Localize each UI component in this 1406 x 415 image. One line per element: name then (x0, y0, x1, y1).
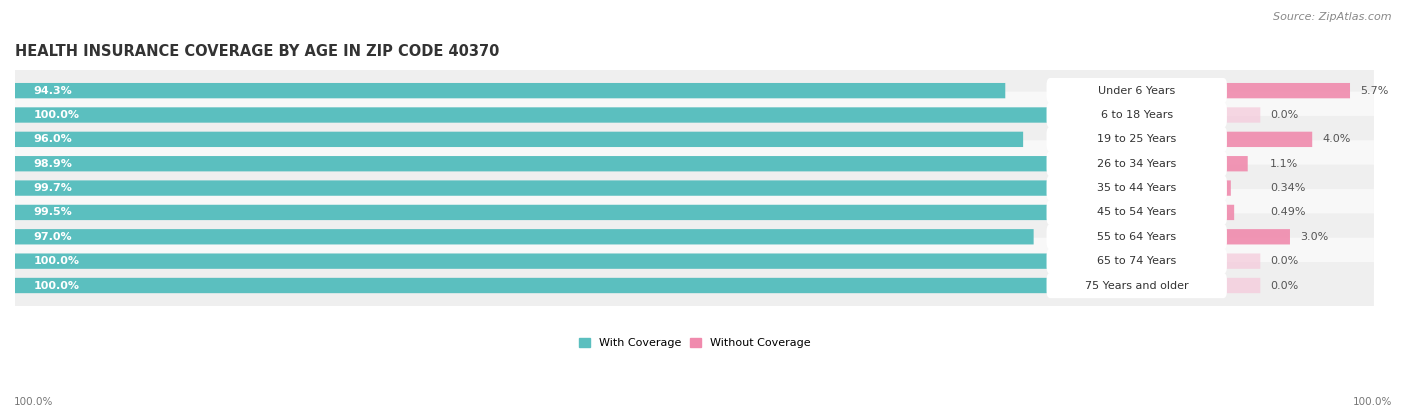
Text: 0.49%: 0.49% (1270, 208, 1306, 217)
Text: 3.0%: 3.0% (1299, 232, 1329, 242)
Text: Under 6 Years: Under 6 Years (1098, 85, 1175, 95)
Text: 65 to 74 Years: 65 to 74 Years (1097, 256, 1177, 266)
Text: 96.0%: 96.0% (34, 134, 72, 144)
Text: 6 to 18 Years: 6 to 18 Years (1101, 110, 1173, 120)
FancyBboxPatch shape (15, 165, 1374, 212)
FancyBboxPatch shape (1223, 156, 1247, 171)
FancyBboxPatch shape (15, 107, 1066, 123)
FancyBboxPatch shape (1046, 200, 1227, 225)
FancyBboxPatch shape (1046, 151, 1227, 176)
Text: 4.0%: 4.0% (1322, 134, 1350, 144)
Text: 26 to 34 Years: 26 to 34 Years (1097, 159, 1177, 169)
FancyBboxPatch shape (15, 83, 1005, 98)
Text: 0.0%: 0.0% (1270, 110, 1298, 120)
FancyBboxPatch shape (15, 181, 1062, 196)
Text: 97.0%: 97.0% (34, 232, 72, 242)
Text: 99.5%: 99.5% (34, 208, 72, 217)
FancyBboxPatch shape (15, 189, 1374, 236)
Text: 94.3%: 94.3% (34, 85, 72, 95)
FancyBboxPatch shape (15, 254, 1066, 269)
Text: 45 to 54 Years: 45 to 54 Years (1097, 208, 1177, 217)
FancyBboxPatch shape (15, 156, 1053, 171)
Text: 0.0%: 0.0% (1270, 281, 1298, 290)
FancyBboxPatch shape (15, 92, 1374, 139)
FancyBboxPatch shape (15, 238, 1374, 285)
Text: 98.9%: 98.9% (34, 159, 72, 169)
FancyBboxPatch shape (15, 262, 1374, 309)
Text: Source: ZipAtlas.com: Source: ZipAtlas.com (1274, 12, 1392, 22)
FancyBboxPatch shape (15, 116, 1374, 163)
Text: 0.0%: 0.0% (1270, 256, 1298, 266)
FancyBboxPatch shape (1046, 249, 1227, 274)
Text: 100.0%: 100.0% (14, 397, 53, 407)
FancyBboxPatch shape (15, 229, 1033, 244)
FancyBboxPatch shape (15, 67, 1374, 114)
Text: 35 to 44 Years: 35 to 44 Years (1097, 183, 1177, 193)
Text: 100.0%: 100.0% (34, 281, 80, 290)
FancyBboxPatch shape (1223, 229, 1289, 244)
FancyBboxPatch shape (15, 140, 1374, 187)
Legend: With Coverage, Without Coverage: With Coverage, Without Coverage (574, 333, 815, 353)
Text: 0.34%: 0.34% (1270, 183, 1306, 193)
FancyBboxPatch shape (15, 132, 1024, 147)
FancyBboxPatch shape (1046, 127, 1227, 152)
Text: 100.0%: 100.0% (34, 110, 80, 120)
FancyBboxPatch shape (1223, 83, 1350, 98)
Text: 19 to 25 Years: 19 to 25 Years (1097, 134, 1177, 144)
FancyBboxPatch shape (1046, 273, 1227, 298)
FancyBboxPatch shape (15, 213, 1374, 260)
Text: HEALTH INSURANCE COVERAGE BY AGE IN ZIP CODE 40370: HEALTH INSURANCE COVERAGE BY AGE IN ZIP … (15, 44, 499, 59)
FancyBboxPatch shape (1223, 278, 1260, 293)
FancyBboxPatch shape (1046, 224, 1227, 249)
FancyBboxPatch shape (1223, 107, 1260, 123)
FancyBboxPatch shape (15, 278, 1066, 293)
Text: 5.7%: 5.7% (1360, 85, 1388, 95)
FancyBboxPatch shape (1223, 254, 1260, 269)
FancyBboxPatch shape (1046, 103, 1227, 128)
Text: 55 to 64 Years: 55 to 64 Years (1097, 232, 1177, 242)
Text: 100.0%: 100.0% (1353, 397, 1392, 407)
Text: 1.1%: 1.1% (1270, 159, 1298, 169)
FancyBboxPatch shape (1223, 205, 1234, 220)
FancyBboxPatch shape (1223, 181, 1230, 196)
Text: 100.0%: 100.0% (34, 256, 80, 266)
FancyBboxPatch shape (1223, 132, 1312, 147)
Text: 99.7%: 99.7% (34, 183, 72, 193)
FancyBboxPatch shape (1046, 176, 1227, 201)
FancyBboxPatch shape (1046, 78, 1227, 103)
Text: 75 Years and older: 75 Years and older (1085, 281, 1188, 290)
FancyBboxPatch shape (15, 205, 1060, 220)
